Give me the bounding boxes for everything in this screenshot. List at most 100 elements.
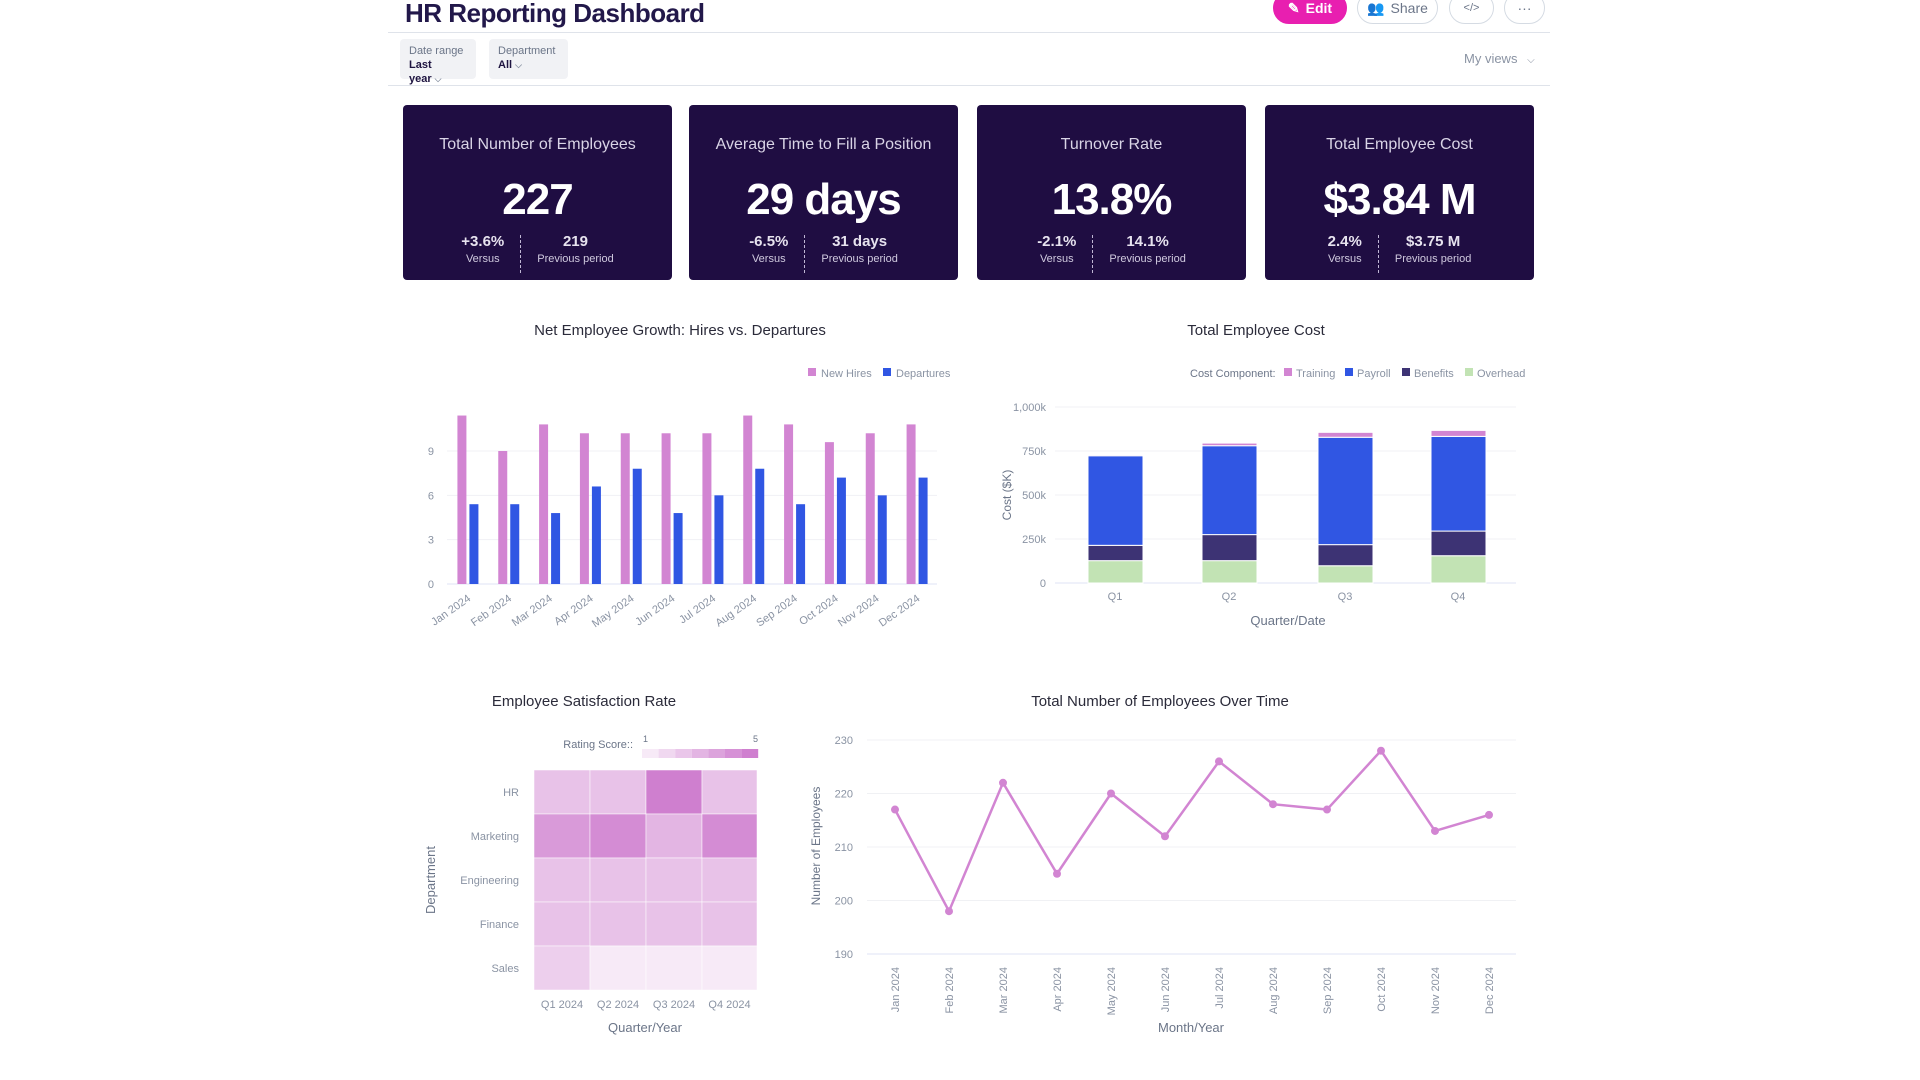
- chart-title: Employee Satisfaction Rate: [492, 693, 676, 710]
- x-tick-label: Q2 2024: [597, 999, 639, 1011]
- data-point: [999, 778, 1007, 787]
- y-tick-label: 0: [1040, 578, 1046, 590]
- legend-min: 1: [643, 734, 648, 744]
- kpi-change-label: Versus: [1327, 253, 1362, 265]
- x-tick-label: Q4: [1451, 591, 1466, 603]
- legend-max: 5: [753, 734, 758, 744]
- filter-value: All: [498, 59, 513, 71]
- edit-label: Edit: [1305, 0, 1333, 16]
- kpi-card: Average Time to Fill a Position 29 days …: [689, 105, 958, 280]
- y-tick-label: 190: [835, 949, 853, 961]
- y-tick-label: 200: [835, 896, 853, 908]
- bar-departures: [510, 504, 520, 584]
- x-tick-label: Apr 2024: [1052, 967, 1064, 1012]
- kpi-title: Total Number of Employees: [439, 136, 636, 153]
- heatmap-cell: [701, 901, 758, 947]
- legend-color-step: [708, 749, 725, 758]
- heatmap-cell: [701, 813, 758, 859]
- my-views-dropdown[interactable]: My views ⌵: [1464, 51, 1535, 66]
- bar-departures: [591, 486, 601, 584]
- bar-benefits: [1087, 544, 1144, 562]
- heatmap-cell: [533, 813, 591, 859]
- x-tick-label: Jan 2024: [890, 967, 902, 1012]
- chevron-down-icon: ⌵: [434, 74, 442, 84]
- filter-value: Last year: [409, 59, 432, 85]
- x-tick-label: Feb 2024: [944, 967, 956, 1013]
- kpi-divider: [520, 235, 522, 273]
- y-tick-label: 3: [428, 535, 434, 547]
- legend-swatch: [1284, 368, 1292, 376]
- filter-label: Department: [498, 45, 556, 57]
- my-views-label: My views: [1464, 51, 1518, 66]
- share-button[interactable]: 👥 Share: [1357, 0, 1438, 24]
- heatmap-cell: [589, 945, 647, 991]
- bar-new-hires: [661, 433, 671, 584]
- x-tick-label: Apr 2024: [552, 593, 595, 628]
- legend-color-step: [691, 749, 709, 758]
- date-range-filter[interactable]: Date range Last year ⌵: [400, 39, 476, 85]
- bar-new-hires: [620, 433, 630, 584]
- x-tick-label: Jun 2024: [633, 593, 677, 629]
- bar-training: [1430, 429, 1487, 437]
- bar-new-hires: [579, 433, 589, 584]
- x-axis-title: Quarter/Year: [608, 1020, 683, 1035]
- filter-label: Date range: [409, 45, 464, 57]
- heatmap-cell: [589, 901, 647, 947]
- data-point: [1377, 746, 1385, 755]
- edit-button[interactable]: ✎ Edit: [1273, 0, 1347, 24]
- bar-departures: [632, 468, 642, 584]
- y-tick-label: 500k: [1022, 490, 1046, 502]
- chevron-down-icon: ⌵: [515, 60, 522, 70]
- legend-title: Cost Component:: [1190, 368, 1276, 380]
- data-point: [945, 907, 953, 916]
- legend-label: Payroll: [1357, 368, 1391, 380]
- legend-color-step: [642, 749, 659, 758]
- bar-payroll: [1201, 445, 1258, 536]
- bar-departures: [551, 513, 561, 584]
- kpi-change-label: Versus: [751, 253, 786, 265]
- x-tick-label: Aug 2024: [713, 593, 758, 630]
- legend-label: Departures: [896, 368, 951, 380]
- legend-color-step: [741, 749, 759, 758]
- kpi-divider: [804, 235, 806, 273]
- bar-overhead: [1201, 560, 1258, 584]
- x-tick-label: Oct 2024: [1376, 967, 1388, 1012]
- pencil-icon: ✎: [1287, 0, 1300, 16]
- x-tick-label: Q4 2024: [708, 999, 750, 1011]
- bar-training: [1201, 442, 1258, 447]
- bar-new-hires: [457, 415, 467, 584]
- department-filter[interactable]: Department All ⌵: [489, 39, 568, 79]
- code-icon[interactable]: </>: [1449, 0, 1494, 24]
- legend-swatch: [883, 368, 891, 376]
- bar-departures: [836, 477, 846, 584]
- x-tick-label: Jul 2024: [677, 593, 718, 627]
- kpi-previous: 31 days: [832, 233, 888, 250]
- kpi-change-label: Versus: [1039, 253, 1074, 265]
- y-tick-label: 6: [428, 490, 434, 502]
- bar-training: [1087, 454, 1144, 457]
- x-tick-label: Nov 2024: [1430, 967, 1442, 1014]
- kpi-previous: 14.1%: [1126, 233, 1169, 250]
- kpi-value: $3.84 M: [1323, 175, 1477, 224]
- heatmap-cell: [701, 945, 758, 991]
- x-tick-label: Sep 2024: [754, 593, 799, 630]
- x-tick-label: Q1 2024: [541, 999, 583, 1011]
- x-tick-label: Mar 2024: [510, 593, 555, 629]
- bar-new-hires: [743, 415, 753, 584]
- bar-new-hires: [539, 424, 549, 584]
- heatmap-cell: [645, 901, 703, 947]
- kpi-title: Total Employee Cost: [1326, 136, 1473, 153]
- ellipsis-icon[interactable]: ···: [1504, 0, 1545, 24]
- y-tick-label: 0: [428, 579, 434, 591]
- bar-departures: [877, 495, 887, 584]
- heatmap-cell: [701, 769, 758, 815]
- heatmap-cell: [589, 857, 647, 903]
- data-point: [1053, 869, 1061, 878]
- x-tick-label: May 2024: [590, 593, 636, 631]
- header-divider: [388, 32, 1550, 33]
- x-tick-label: Jan 2024: [429, 593, 473, 629]
- kpi-previous-label: Previous period: [1109, 253, 1186, 265]
- heatmap-cell: [589, 769, 647, 815]
- bar-new-hires: [498, 451, 508, 584]
- bar-benefits: [1317, 544, 1374, 567]
